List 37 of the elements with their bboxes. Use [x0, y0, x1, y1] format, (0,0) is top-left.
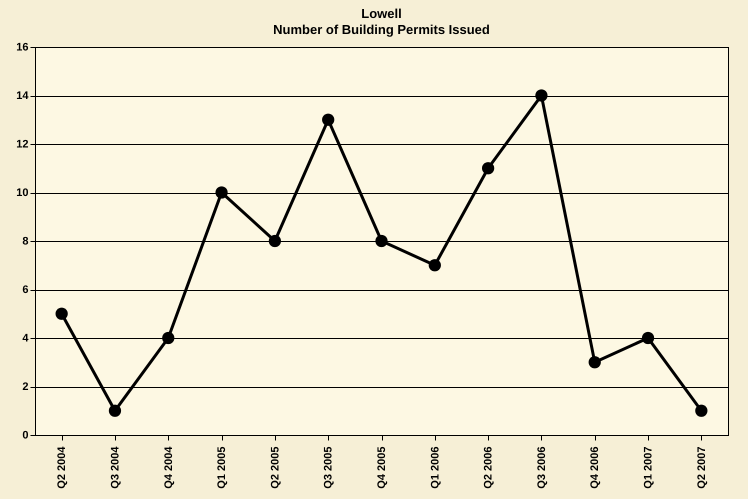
point — [56, 308, 68, 320]
point — [215, 186, 228, 199]
y-tick-label: 12 — [16, 138, 28, 150]
x-tick-label: Q2 2005 — [269, 446, 282, 489]
y-tick-label: 10 — [16, 187, 28, 199]
y-tick-label: 6 — [22, 284, 28, 296]
point — [482, 162, 494, 174]
y-tick-label: 14 — [16, 90, 30, 102]
point — [375, 234, 388, 248]
chart-subtitle: Number of Building Permits Issued — [273, 22, 490, 37]
x-tick-label: Q3 2004 — [109, 446, 122, 489]
point — [162, 332, 174, 344]
y-tick-label: 2 — [22, 381, 28, 393]
point — [268, 234, 282, 248]
x-tick-label: Q1 2006 — [429, 446, 442, 489]
x-tick-label: Q4 2004 — [162, 446, 175, 489]
point — [322, 114, 334, 126]
x-tick-label: Q1 2005 — [216, 446, 228, 489]
x-tick-label: Q3 2006 — [536, 446, 548, 489]
x-tick-label: Q3 2005 — [322, 446, 335, 489]
x-tick-label: Q4 2006 — [589, 446, 602, 489]
point — [695, 404, 708, 417]
x-tick-label: Q4 2005 — [376, 446, 388, 489]
x-tick-label: Q1 2007 — [642, 446, 655, 489]
point — [535, 89, 548, 102]
y-tick-label: 16 — [16, 42, 28, 54]
point — [588, 356, 601, 368]
point — [108, 404, 122, 417]
y-tick-label: 8 — [22, 236, 28, 248]
x-tick-label: Q2 2006 — [482, 446, 495, 489]
point — [642, 332, 654, 344]
chart-title: Lowell — [361, 6, 402, 21]
y-tick-label: 4 — [22, 332, 30, 344]
y-tick-label: 0 — [22, 430, 28, 442]
x-tick-label: Q2 2007 — [696, 446, 708, 489]
x-tick-label: Q2 2004 — [56, 446, 68, 489]
point — [428, 259, 441, 272]
